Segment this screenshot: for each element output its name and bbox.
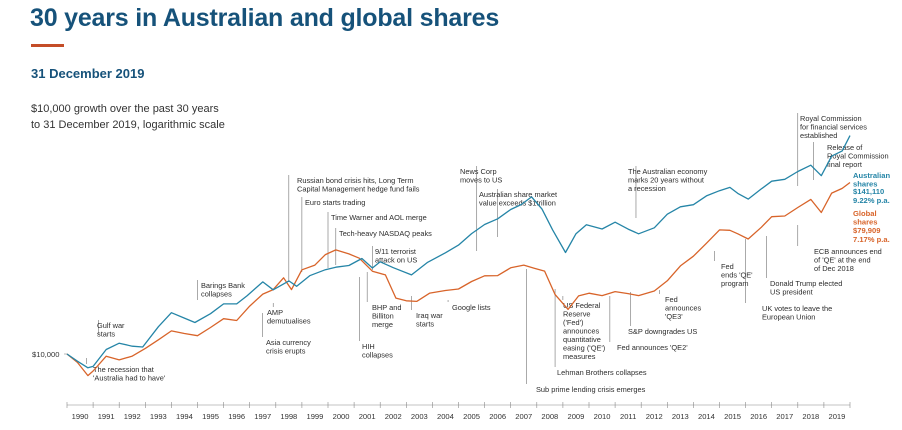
x-tick-label: 2011 xyxy=(620,412,636,421)
annotation-label: Fed ends 'QE' program xyxy=(721,262,753,288)
global-end-value: $79,909 xyxy=(853,226,880,235)
x-tick-label: 1992 xyxy=(124,412,141,421)
x-tick-label: 2001 xyxy=(359,412,376,421)
annotation-label: UK votes to leave the European Union xyxy=(762,304,832,322)
x-tick-label: 2016 xyxy=(750,412,767,421)
annotation-label: US Federal Reserve ('Fed') announces quantit… xyxy=(563,301,605,361)
annotation-label: Asia currency crisis erupts xyxy=(266,338,311,356)
report-date: 31 December 2019 xyxy=(31,66,145,81)
end-labels: Australian shares $141,110 9.22% p.a. Glo… xyxy=(853,171,890,244)
series-line-global xyxy=(66,181,851,377)
annotation-label: Time Warner and AOL merge xyxy=(331,213,427,222)
x-tick-label: 2012 xyxy=(646,412,663,421)
x-tick-label: 1993 xyxy=(150,412,167,421)
series-line-australian xyxy=(66,135,851,369)
x-tick-label: 2000 xyxy=(333,412,350,421)
x-tick-label: 2003 xyxy=(411,412,428,421)
title-underline xyxy=(31,44,64,47)
x-tick-label: 2013 xyxy=(672,412,689,421)
x-tick-label: 1990 xyxy=(72,412,89,421)
subtitle-line-2: to 31 December 2019, logarithmic scale xyxy=(31,119,225,131)
annotation-label: Fed announces 'QE3' xyxy=(665,295,701,321)
annotation-label: Euro starts trading xyxy=(305,198,365,207)
annotation-label: Australian share market value exceeds $1t… xyxy=(479,190,557,208)
x-tick-label: 2004 xyxy=(437,412,454,421)
annotation-label: The recession that 'Australia had to have… xyxy=(93,365,166,383)
aus-end-return: 9.22% p.a. xyxy=(853,196,890,205)
x-tick-label: 2006 xyxy=(489,412,506,421)
x-tick-label: 1999 xyxy=(306,412,323,421)
annotation-label: Tech-heavy NASDAQ peaks xyxy=(339,229,432,238)
x-tick-label: 2005 xyxy=(463,412,480,421)
global-end-name: Global shares xyxy=(853,209,878,227)
x-tick-label: 2009 xyxy=(567,412,584,421)
annotation-label: Release of Royal Commission final report xyxy=(827,143,889,169)
subtitle-line-1: $10,000 growth over the past 30 years xyxy=(31,103,219,115)
x-tick-label: 2019 xyxy=(828,412,845,421)
annotation-label: Lehman Brothers collapses xyxy=(557,368,647,377)
annotation-label: Donald Trump elected US president xyxy=(770,279,842,297)
aus-end-value: $141,110 xyxy=(853,187,884,196)
annotation-label: S&P downgrades US xyxy=(628,327,697,336)
x-tick-label: 1991 xyxy=(98,412,115,421)
x-tick-label: 1995 xyxy=(202,412,219,421)
annotation-label: ECB announces end of 'QE' at the end of De… xyxy=(814,247,882,273)
annotation-label: Fed announces 'QE2' xyxy=(617,343,688,352)
y-axis-start-label: $10,000 xyxy=(32,350,59,359)
x-tick-label: 1996 xyxy=(228,412,245,421)
x-tick-label: 1998 xyxy=(280,412,297,421)
page-title: 30 years in Australian and global shares xyxy=(30,4,500,32)
annotations: The recession that 'Australia had to have… xyxy=(86,113,889,394)
x-tick-label: 2014 xyxy=(698,412,715,421)
annotation-label: News Corp moves to US xyxy=(460,167,502,185)
x-tick-label: 2002 xyxy=(385,412,402,421)
x-axis: 1990 1991 1992 1993 1994 1995 1996 1997 1998 1999… xyxy=(66,402,851,421)
x-tick-label: 1994 xyxy=(176,412,193,421)
annotation-label: The Australian economy marks 20 years wit… xyxy=(628,167,708,193)
annotation-label: 9/11 terrorist attack on US xyxy=(375,247,417,265)
x-tick-label: 2007 xyxy=(515,412,532,421)
annotation-label: Google lists xyxy=(452,303,491,312)
aus-end-name: Australian shares xyxy=(853,171,890,189)
x-tick-label: 2010 xyxy=(594,412,611,421)
chart-subtitle: $10,000 growth over the past 30 years to… xyxy=(31,101,291,133)
x-tick-label: 2008 xyxy=(541,412,558,421)
annotation-label: Iraq war starts xyxy=(416,311,443,329)
global-end-return: 7.17% p.a. xyxy=(853,235,890,244)
annotation-label: BHP and Billiton merge xyxy=(372,303,401,329)
annotation-label: Russian bond crisis hits, Long Term Capit… xyxy=(297,176,420,194)
x-tick-label: 2015 xyxy=(724,412,741,421)
annotation-label: Barings Bank collapses xyxy=(201,281,245,299)
annotation-label: Gulf war starts xyxy=(97,321,125,339)
x-tick-label: 2017 xyxy=(776,412,793,421)
annotation-label: HIH collapses xyxy=(362,342,393,360)
annotation-label: AMP demutualises xyxy=(267,308,311,326)
x-tick-label: 2018 xyxy=(802,412,819,421)
x-tick-label: 1997 xyxy=(254,412,271,421)
annotation-label: Sub prime lending crisis emerges xyxy=(536,385,646,394)
annotation-label: Royal Commission for financial services es… xyxy=(800,114,867,140)
